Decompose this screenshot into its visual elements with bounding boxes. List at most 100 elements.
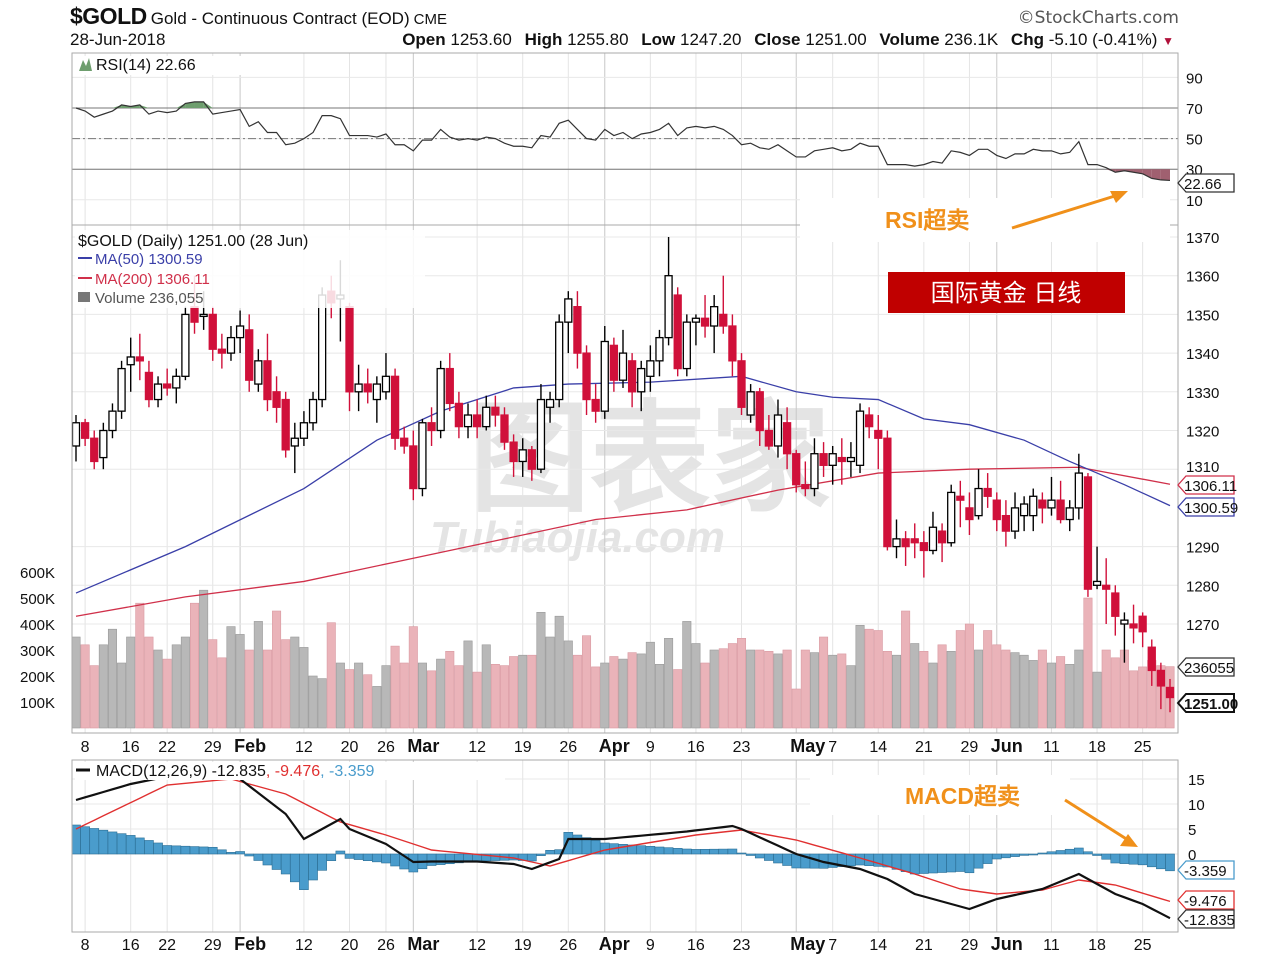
- candle-body: [928, 526, 938, 552]
- candle-body: [199, 313, 208, 318]
- volume-bar: [782, 649, 792, 729]
- volume-bar: [335, 662, 345, 729]
- volume-bar: [326, 622, 336, 729]
- candle-body: [591, 398, 600, 412]
- candle-body: [1056, 499, 1065, 521]
- volume-bar: [1037, 649, 1047, 729]
- macd-histogram-bar: [153, 842, 163, 855]
- macd-date-label: 29: [204, 937, 222, 954]
- candle-body: [773, 414, 783, 447]
- volume-bar: [582, 635, 592, 729]
- volume-bar: [518, 654, 528, 729]
- date-label: 18: [1088, 739, 1106, 756]
- candle-body: [226, 336, 236, 354]
- macd-histogram-bar: [372, 853, 382, 863]
- macd-histogram-bar: [991, 853, 1002, 860]
- candle-body: [1065, 507, 1074, 521]
- volume-axis-label: 500K: [20, 591, 55, 608]
- candle-body: [126, 356, 135, 366]
- macd-date-label: Feb: [234, 934, 266, 954]
- macd-histogram-bar: [207, 846, 218, 855]
- candle-body: [609, 344, 619, 381]
- stockcharts-brand[interactable]: ©StockCharts.com: [1017, 8, 1179, 28]
- candle-body: [99, 429, 108, 459]
- price-axis-label: 1340: [1186, 346, 1219, 363]
- ma200-value-tag: 1306.11: [1184, 478, 1237, 495]
- volume-bar: [235, 634, 245, 729]
- macd-histogram-bar: [308, 853, 318, 881]
- macd-histogram-bar: [982, 853, 993, 864]
- macd-value-tag: -12.835: [1184, 912, 1235, 929]
- rsi-arrow-icon: [1110, 191, 1128, 203]
- macd-histogram-bar: [1156, 853, 1166, 870]
- macd-oversold-note: MACD超卖: [905, 783, 1020, 809]
- volume-bar: [645, 641, 655, 729]
- volume-bar: [98, 644, 108, 729]
- macd-axis-label: 0: [1188, 847, 1196, 864]
- macd-plot: [72, 772, 1175, 920]
- rsi-axis-label: 50: [1186, 132, 1203, 149]
- macd-histogram-bar: [1055, 850, 1066, 855]
- candle-body: [1138, 615, 1147, 633]
- macd-date-label: 23: [733, 937, 751, 954]
- quote-bar: 28-Jun-2018 Open 1253.60 High 1255.80 Lo…: [70, 30, 1182, 50]
- candle-body: [1029, 495, 1038, 517]
- rsi-line: [75, 101, 1171, 182]
- volume-bar: [882, 650, 892, 729]
- candle-body: [828, 453, 837, 466]
- candle-body: [700, 317, 710, 327]
- macd-histogram-bar: [654, 846, 665, 855]
- volume-bar: [490, 663, 500, 729]
- macd-date-label: 11: [1043, 937, 1060, 954]
- macd-histogram-bar: [1128, 853, 1139, 865]
- candle-body: [1074, 472, 1083, 509]
- macd-histogram-bar: [919, 853, 929, 874]
- macd-histogram-bar: [217, 849, 227, 855]
- volume-bar: [700, 662, 710, 729]
- volume-bar: [1065, 663, 1075, 729]
- macd-histogram-bar: [171, 845, 182, 855]
- volume-bar: [755, 649, 765, 729]
- candle-body: [910, 538, 919, 544]
- macd-axis-label: 15: [1188, 772, 1205, 789]
- macd-histogram-bar: [527, 853, 537, 862]
- volume-bar: [809, 652, 819, 729]
- macd-histogram-bar: [1110, 853, 1121, 864]
- candle-body: [755, 391, 764, 432]
- title-box: [888, 272, 1125, 313]
- macd-histogram-bar: [244, 853, 255, 857]
- macd-histogram-bar: [745, 853, 756, 856]
- candle-body: [582, 352, 591, 401]
- macd-histogram-bar: [280, 853, 291, 875]
- close-label: Close: [754, 30, 801, 49]
- date-label: May: [790, 736, 825, 756]
- volume-bar: [253, 621, 263, 729]
- volume-bar: [244, 649, 254, 729]
- volume-bar: [290, 636, 300, 729]
- macd-histogram-bar: [572, 834, 583, 855]
- macd-histogram-bar: [1028, 853, 1039, 856]
- macd-histogram-bar: [116, 833, 127, 855]
- candle-body: [235, 325, 245, 339]
- volume-bar: [691, 643, 701, 729]
- rsi-legend: RSI(14) 22.66: [96, 57, 196, 74]
- rsi-overbought-fill: [203, 101, 213, 108]
- candle-body: [418, 422, 427, 490]
- macd-histogram-bar: [1119, 853, 1130, 864]
- macd-date-label: 18: [1088, 937, 1106, 954]
- candle-body: [363, 383, 372, 393]
- volume-bar: [190, 602, 200, 729]
- ma50-value-tag: 1300.59: [1184, 500, 1238, 517]
- symbol: $GOLD: [70, 3, 147, 29]
- description: Gold - Continuous Contract (EOD): [150, 9, 410, 28]
- candle-body: [764, 429, 774, 447]
- macd-histogram-bar: [226, 852, 236, 855]
- candle-body: [308, 398, 318, 424]
- volume-bar: [472, 671, 482, 729]
- macd-histogram-bar: [125, 835, 136, 855]
- macd-histogram-bar: [764, 853, 774, 861]
- volume-bar: [1138, 666, 1148, 729]
- candle-body: [646, 360, 655, 377]
- price-axis-label: 1290: [1186, 540, 1219, 557]
- close-value: 1251.00: [805, 30, 867, 49]
